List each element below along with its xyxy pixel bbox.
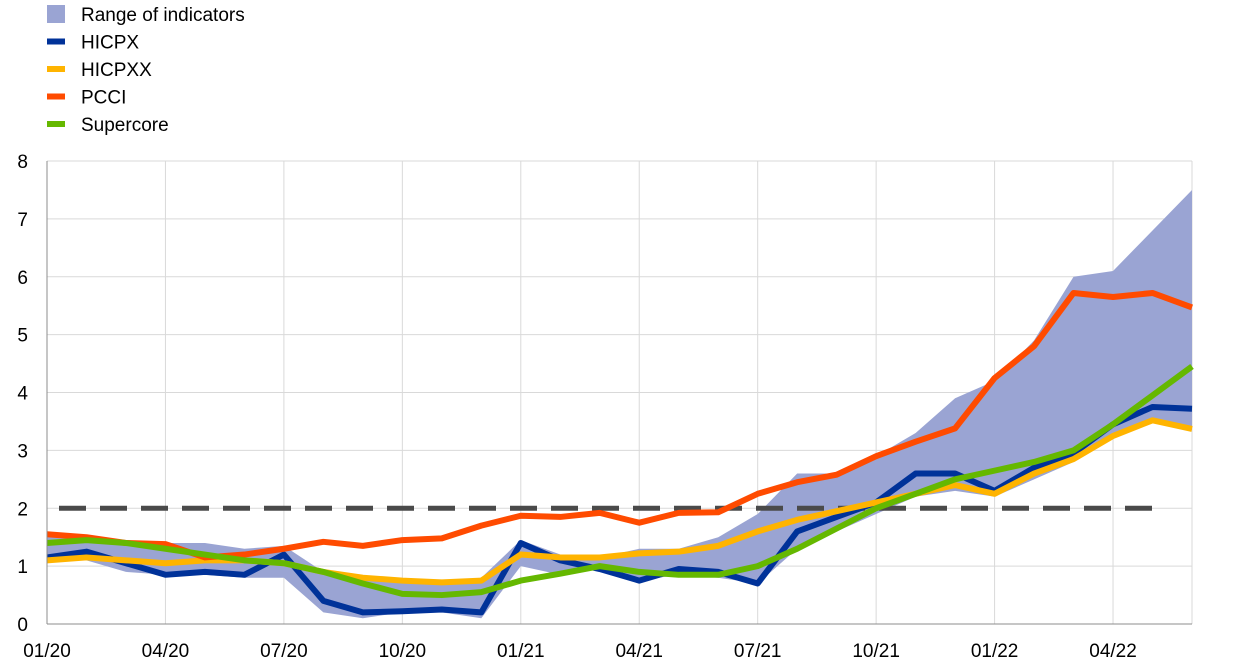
- x-tick-label: 04/20: [142, 641, 190, 662]
- x-tick-labels: 01/20 04/20 07/20 10/20 01/21 04/21 07/21 10/21…: [23, 641, 1137, 662]
- x-tick-label: 10/20: [379, 641, 427, 662]
- legend-label: Range of indicators: [81, 5, 245, 26]
- y-tick-label: 5: [17, 326, 28, 347]
- x-tick-label: 04/21: [615, 641, 663, 662]
- legend-item: PCCI: [47, 88, 126, 109]
- y-tick-label: 1: [17, 557, 28, 578]
- x-tick-label: 04/22: [1089, 641, 1137, 662]
- x-tick-label: 01/21: [497, 641, 545, 662]
- legend: Range of indicators HICPX HICPXX PCCI Superc…: [47, 5, 245, 136]
- x-tick-label: 01/22: [971, 641, 1019, 662]
- legend-item: Supercore: [47, 115, 169, 136]
- y-tick-label: 2: [17, 499, 28, 520]
- legend-label: HICPXX: [81, 60, 152, 81]
- y-tick-label: 7: [17, 210, 28, 231]
- legend-swatch-supercore: [47, 121, 65, 127]
- series-line-pcci: [46, 289, 1194, 561]
- axes: [46, 161, 1192, 625]
- legend-label: Supercore: [81, 115, 169, 136]
- legend-item: HICPXX: [47, 60, 152, 81]
- x-tick-label: 01/20: [23, 641, 71, 662]
- series-line-hicpx: [46, 403, 1193, 616]
- range-area: [47, 189, 1192, 619]
- y-tick-label: 3: [17, 441, 28, 462]
- x-tick-label: 10/21: [852, 641, 900, 662]
- y-tick-labels: 0 1 2 3 4 5 6 7 8: [17, 152, 28, 636]
- legend-label: HICPX: [81, 33, 139, 54]
- range-of-indicators-band: [47, 189, 1192, 619]
- y-tick-label: 6: [17, 268, 28, 289]
- x-tick-label: 07/21: [734, 641, 782, 662]
- legend-item: HICPX: [47, 33, 139, 54]
- legend-swatch-range: [47, 5, 65, 23]
- series-lines: [46, 289, 1194, 616]
- legend-swatch-pcci: [47, 93, 65, 100]
- y-tick-label: 0: [17, 615, 28, 636]
- x-tick-label: 07/20: [260, 641, 308, 662]
- series-line-supercore: [46, 364, 1194, 599]
- legend-item: Range of indicators: [47, 5, 245, 26]
- legend-label: PCCI: [81, 88, 126, 109]
- legend-swatch-hicpx: [47, 38, 65, 45]
- legend-swatch-hicpxx: [47, 66, 65, 72]
- y-tick-label: 8: [17, 152, 28, 173]
- y-tick-label: 4: [17, 384, 28, 405]
